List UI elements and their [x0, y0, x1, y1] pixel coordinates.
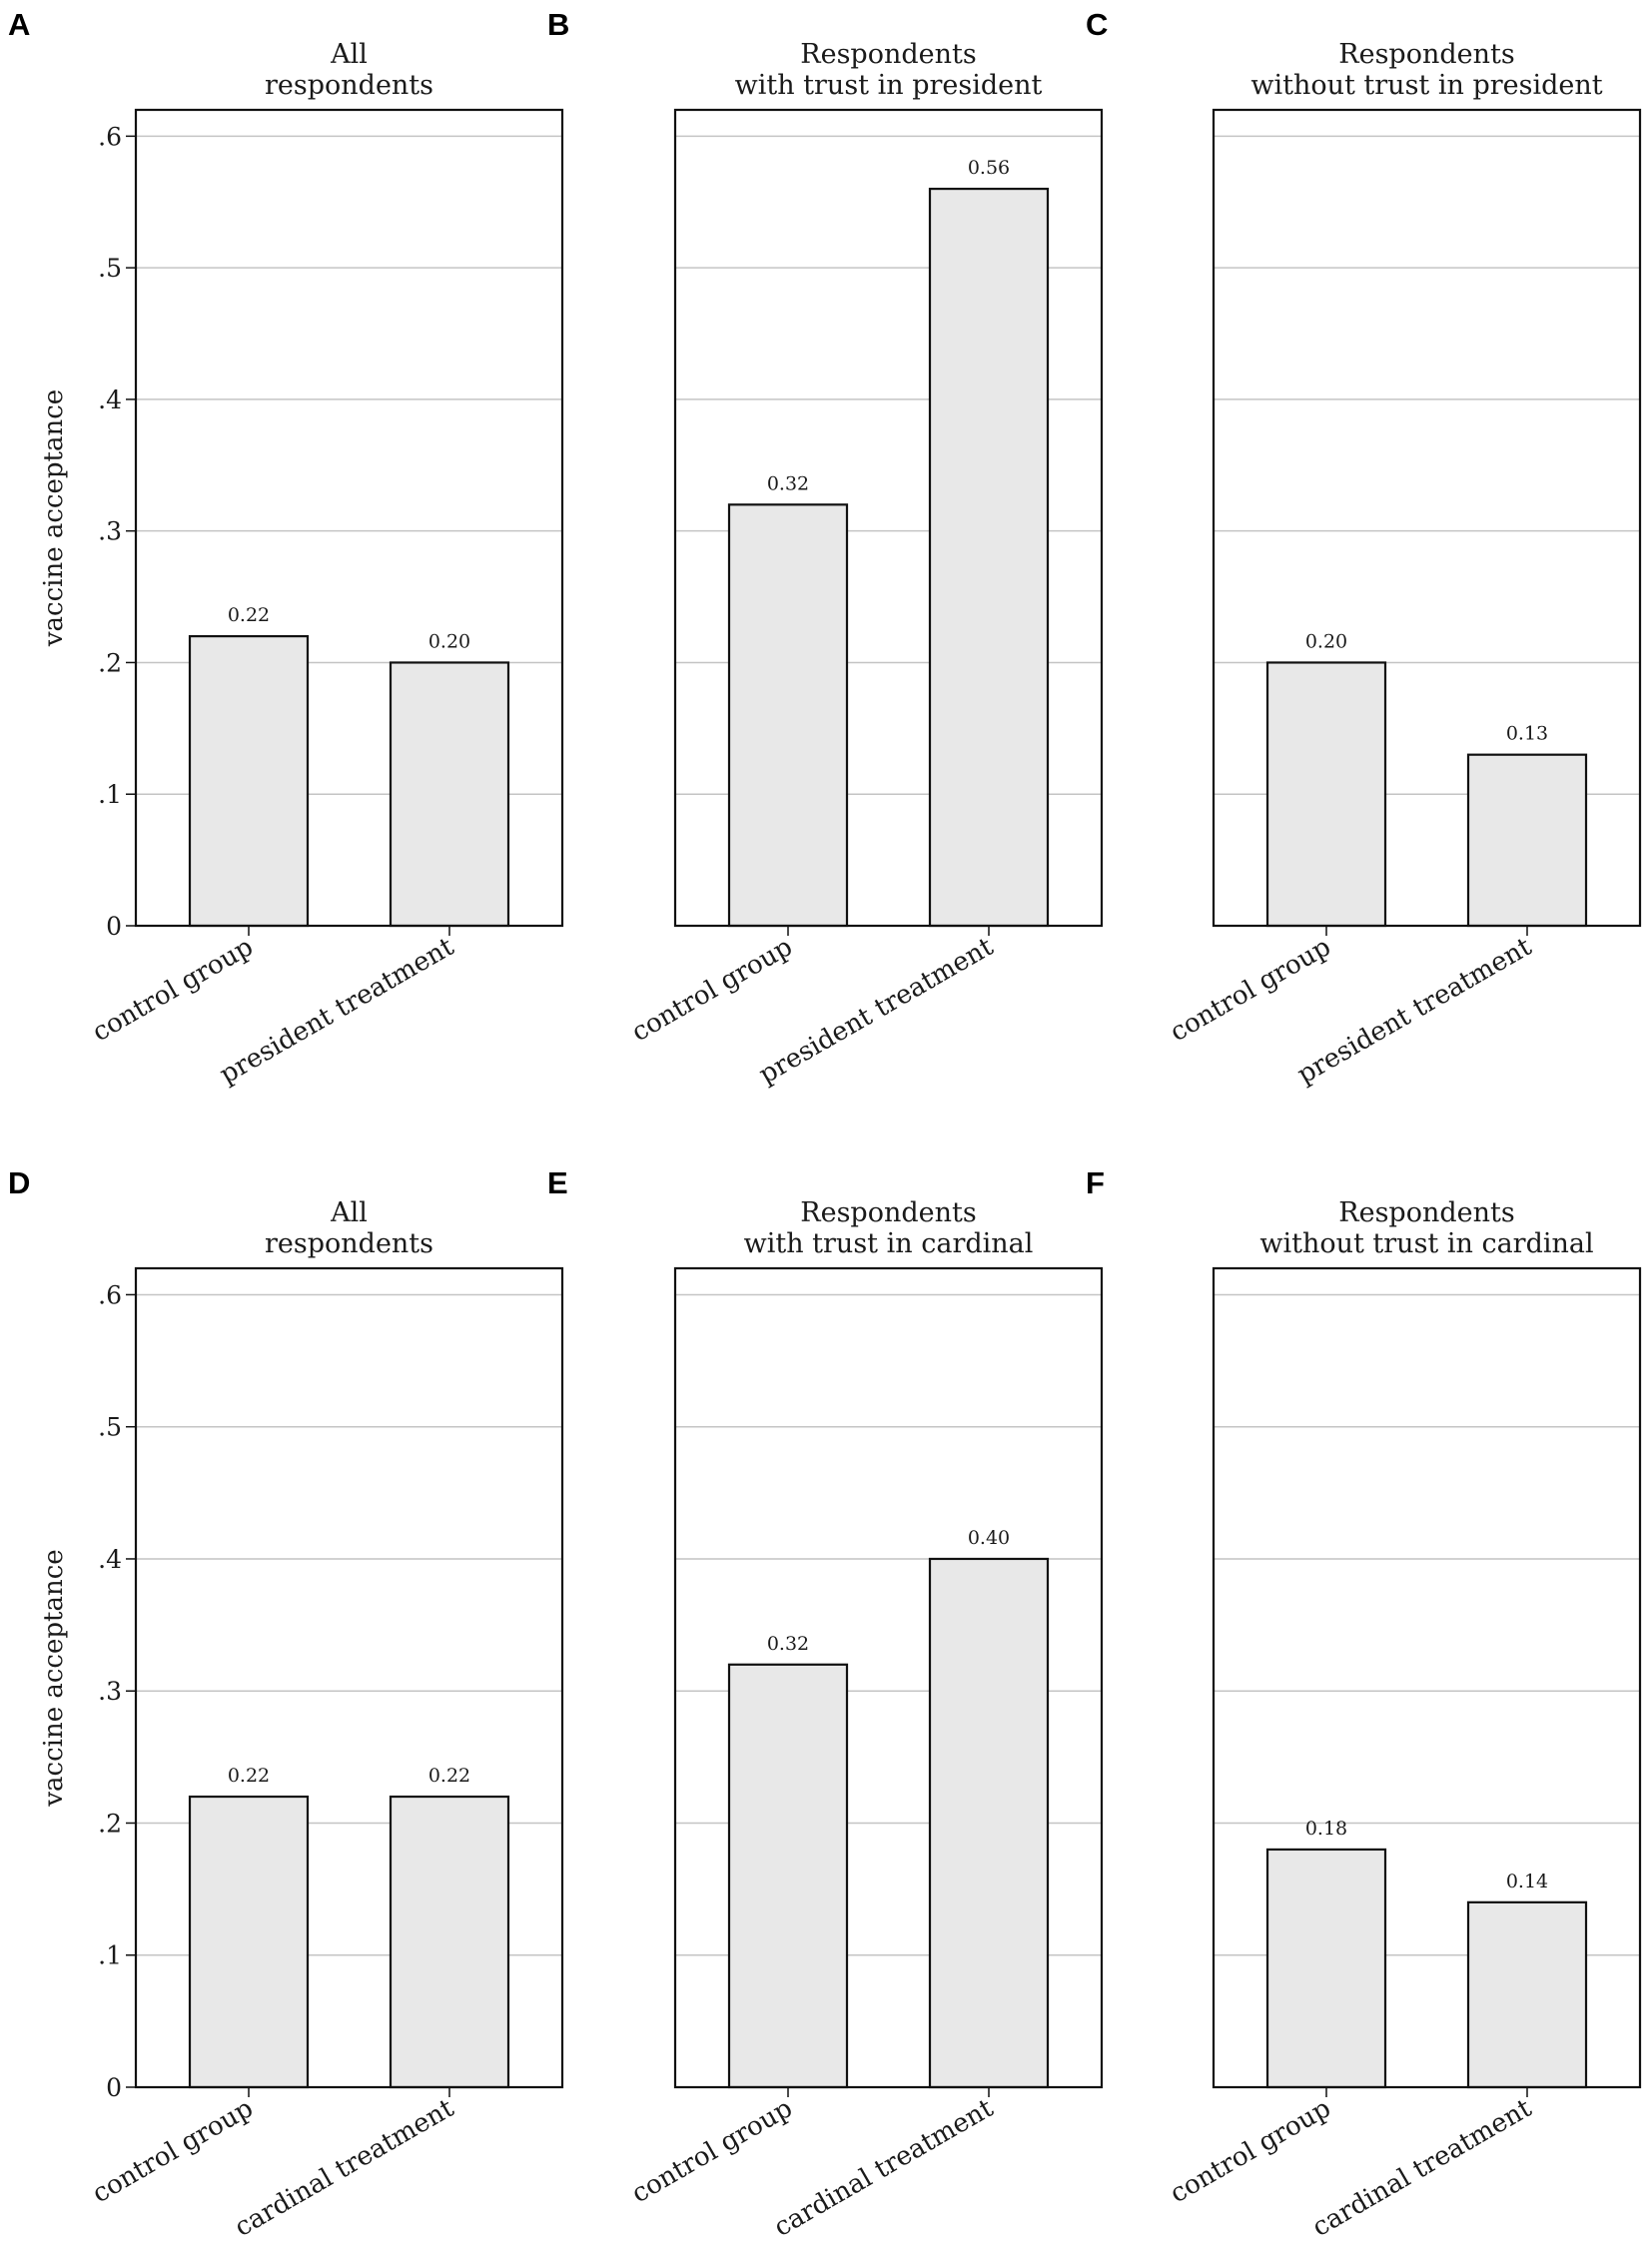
bar	[389, 1795, 510, 2089]
bar	[1265, 661, 1387, 928]
y-tick-label: .2	[98, 1809, 122, 1838]
panel-title-line: Respondents	[800, 1197, 976, 1228]
bar-value-label: 0.22	[228, 604, 270, 626]
bar-value-label: 0.20	[1305, 630, 1347, 652]
bar	[928, 187, 1050, 928]
category-label: control group	[87, 932, 258, 1048]
category-label: cardinal treatment	[230, 2093, 459, 2243]
bar-value-label: 0.20	[428, 630, 470, 652]
panel-title-line: Respondents	[800, 39, 976, 70]
y-tick-label: .1	[98, 1941, 122, 1970]
y-tick-label: .2	[98, 648, 122, 677]
y-tick-label: 0	[106, 912, 122, 941]
category-label: control group	[1165, 2093, 1335, 2209]
bar	[928, 1557, 1050, 2089]
panel-title-line: respondents	[265, 70, 433, 101]
panel-letter: D	[8, 1165, 30, 1200]
bar-value-label: 0.32	[767, 472, 809, 494]
bar-value-label: 0.32	[767, 1633, 809, 1655]
panel-title-line: Respondents	[1338, 1197, 1514, 1228]
panel-title-line: without trust in president	[1250, 70, 1602, 101]
y-tick-label: .5	[98, 254, 122, 283]
panel-letter: A	[8, 7, 30, 42]
bar-value-label: 0.40	[968, 1527, 1010, 1549]
bar	[1265, 1848, 1387, 2089]
bar	[727, 503, 849, 928]
plot-frame	[673, 1266, 1104, 2089]
panel-letter: C	[1086, 7, 1108, 42]
bar-value-label: 0.22	[428, 1765, 470, 1787]
panel-title-line: respondents	[265, 1228, 433, 1259]
panel-title-line: with trust in cardinal	[744, 1228, 1034, 1259]
plot-frame	[673, 108, 1104, 928]
bar	[1466, 753, 1588, 928]
y-tick-label: .3	[98, 1677, 122, 1706]
panel-title-line: with trust in president	[735, 70, 1043, 101]
panel-letter: B	[547, 7, 569, 42]
y-tick-label: .6	[98, 122, 122, 151]
plot-frame	[134, 108, 564, 928]
y-tick-label: .6	[98, 1280, 122, 1309]
bar	[1466, 1900, 1588, 2089]
y-tick-label: 0	[106, 2073, 122, 2102]
category-label: control group	[1165, 932, 1335, 1048]
y-tick-label: .1	[98, 780, 122, 809]
bar-value-label: 0.56	[968, 157, 1010, 179]
panel-title-line: without trust in cardinal	[1259, 1228, 1593, 1259]
bar-value-label: 0.14	[1506, 1871, 1548, 1892]
bar	[188, 1795, 310, 2089]
y-tick-label: .4	[98, 385, 122, 414]
category-label: cardinal treatment	[1307, 2093, 1537, 2243]
y-axis-label: vaccine acceptance	[39, 1549, 69, 1807]
y-tick-label: .5	[98, 1413, 122, 1442]
bar-value-label: 0.18	[1305, 1818, 1347, 1840]
category-label: cardinal treatment	[769, 2093, 999, 2243]
panel-title-line: All	[330, 1197, 368, 1228]
plot-frame	[1212, 1266, 1642, 2089]
y-tick-label: .4	[98, 1545, 122, 1574]
bar-value-label: 0.13	[1506, 723, 1548, 745]
category-label: control group	[626, 932, 797, 1048]
panel-title-line: All	[330, 39, 368, 70]
bar	[727, 1663, 849, 2089]
category-label: control group	[87, 2093, 258, 2209]
plot-frame	[134, 1266, 564, 2089]
panel-letter: F	[1086, 1165, 1105, 1200]
panel-letter: E	[547, 1165, 568, 1200]
y-axis-label: vaccine acceptance	[39, 389, 69, 647]
plot-frame	[1212, 108, 1642, 928]
category-label: control group	[626, 2093, 797, 2209]
bar	[389, 661, 510, 928]
y-tick-label: .3	[98, 517, 122, 546]
bar-value-label: 0.22	[228, 1765, 270, 1787]
panel-title-line: Respondents	[1338, 39, 1514, 70]
bar	[188, 634, 310, 928]
